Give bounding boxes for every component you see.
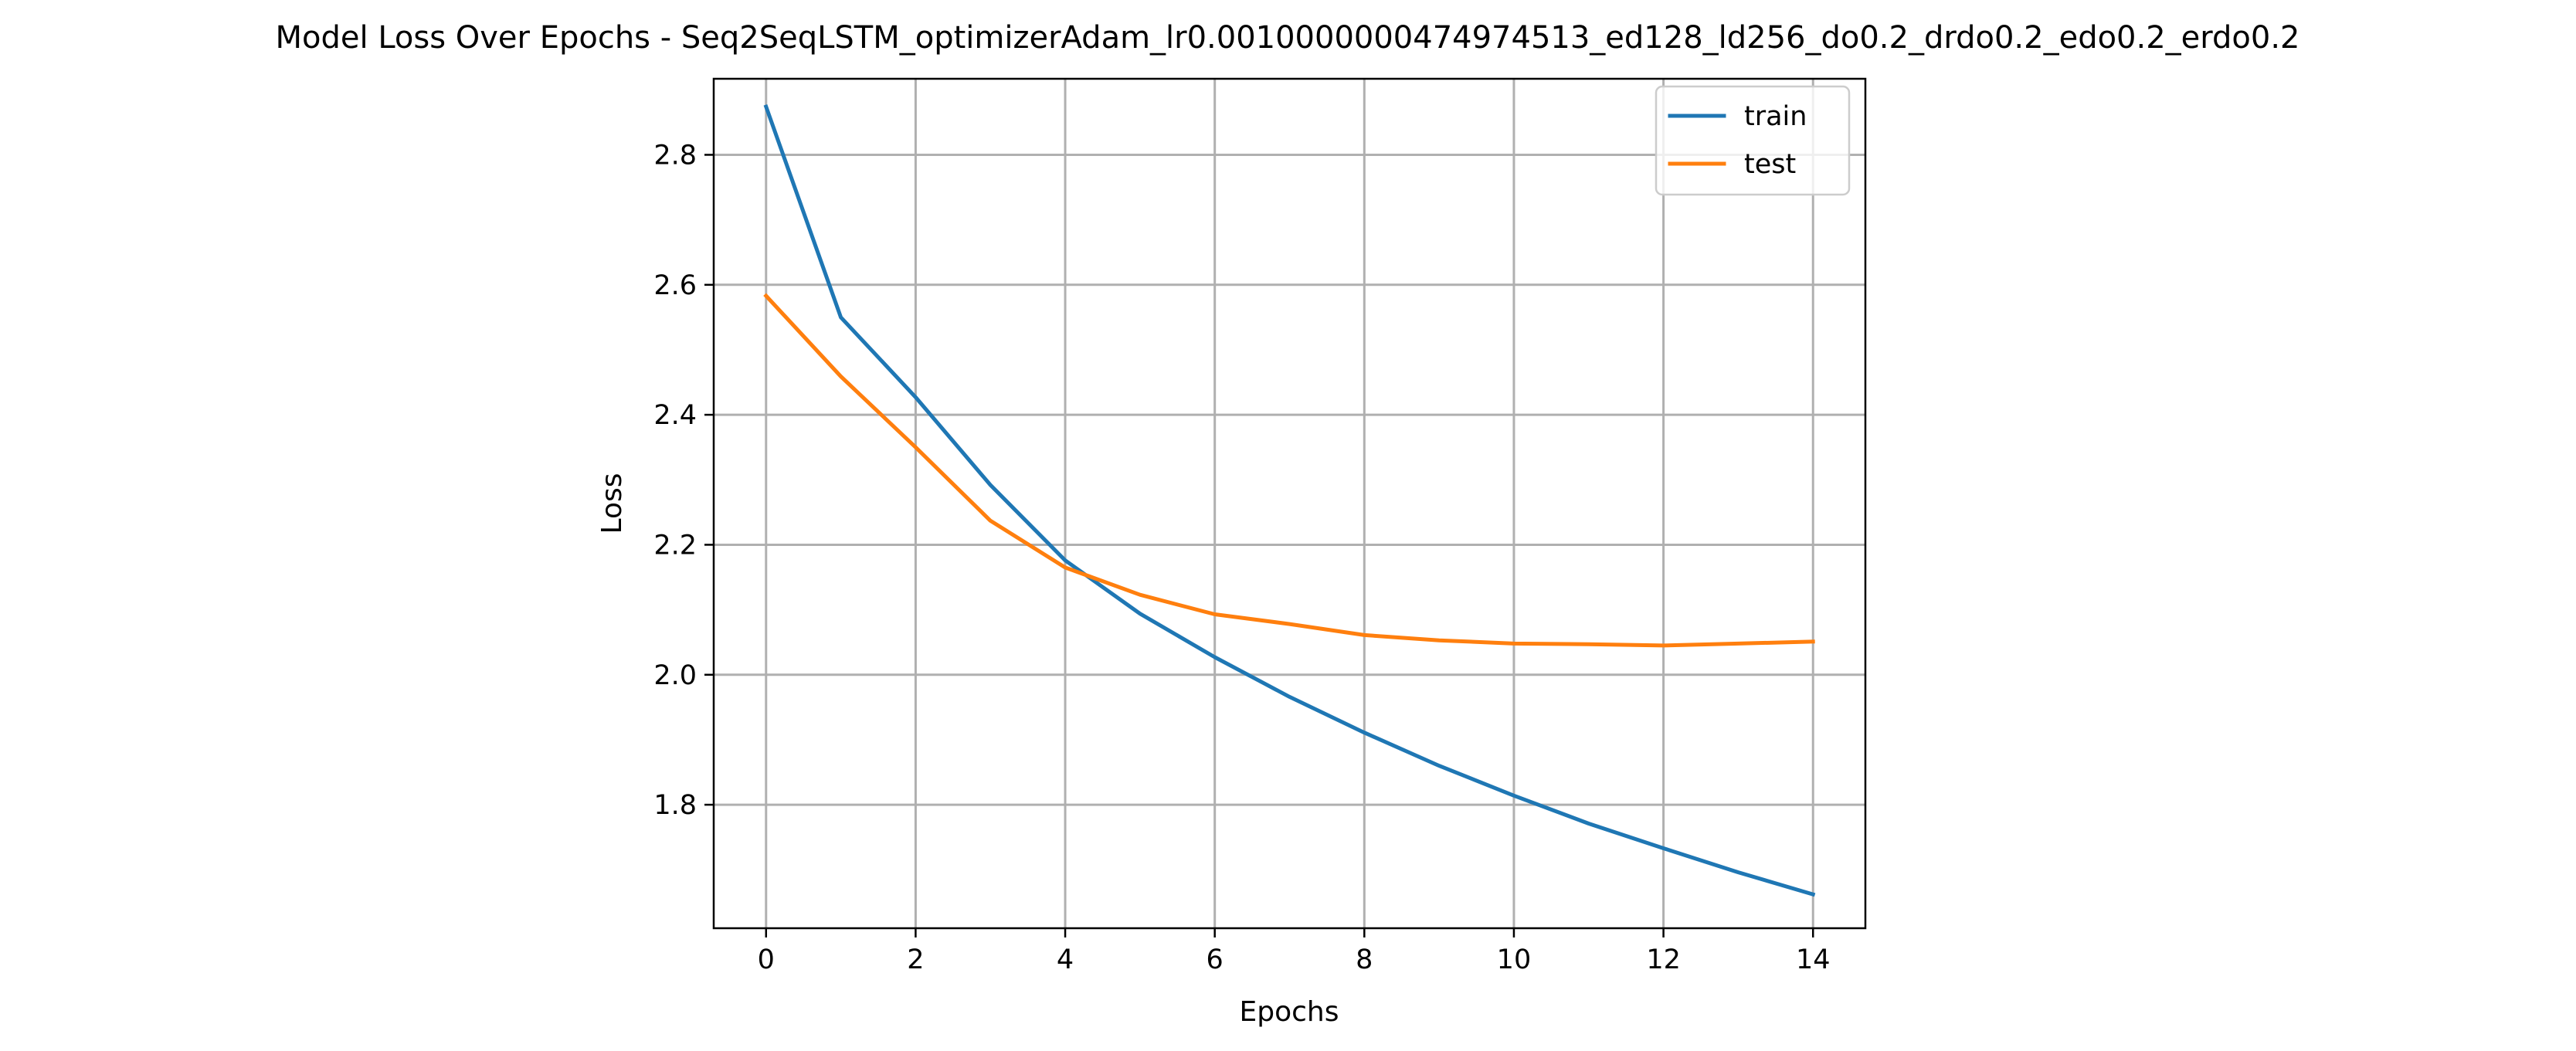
y-tick-label: 2.8 — [653, 140, 697, 171]
legend-label-test: test — [1744, 149, 1796, 180]
series-lines — [763, 104, 1816, 897]
y-tick-label: 2.0 — [653, 660, 697, 691]
chart-title: Model Loss Over Epochs - Seq2SeqLSTM_opt… — [276, 20, 2300, 56]
x-tick-label: 10 — [1497, 944, 1532, 975]
x-tick-label: 0 — [758, 944, 775, 975]
x-tick-label: 8 — [1356, 944, 1373, 975]
legend-box — [1655, 85, 1851, 196]
legend-label-train: train — [1744, 101, 1807, 132]
axis-ticks: 0 2 4 6 8 10 12 14 1.8 2.0 2.2 2.4 2.6 2.8 — [653, 140, 1830, 975]
x-tick-label: 6 — [1207, 944, 1224, 975]
series-line-train — [763, 104, 1816, 897]
x-tick-label: 2 — [907, 944, 924, 975]
legend: train test — [1655, 85, 1851, 196]
y-tick-label: 2.4 — [653, 400, 697, 431]
x-tick-label: 4 — [1057, 944, 1074, 975]
y-tick-label: 2.6 — [653, 270, 697, 301]
x-tick-label: 12 — [1646, 944, 1681, 975]
series-line-test — [763, 293, 1815, 648]
y-tick-label: 2.2 — [653, 530, 697, 561]
y-axis-label: Loss — [596, 473, 628, 534]
x-axis-label: Epochs — [1240, 996, 1339, 1028]
plot-area-frame — [712, 77, 1867, 930]
grid-lines — [714, 79, 1865, 928]
y-tick-label: 1.8 — [653, 790, 697, 821]
x-tick-label: 14 — [1796, 944, 1831, 975]
